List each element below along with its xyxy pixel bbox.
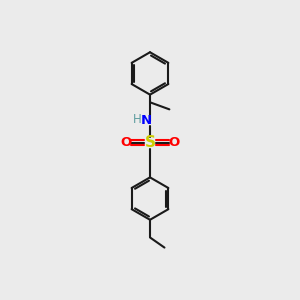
Text: S: S [145, 135, 155, 150]
Text: O: O [169, 136, 180, 149]
Text: H: H [133, 113, 142, 126]
Text: O: O [120, 136, 131, 149]
Text: N: N [141, 114, 152, 127]
